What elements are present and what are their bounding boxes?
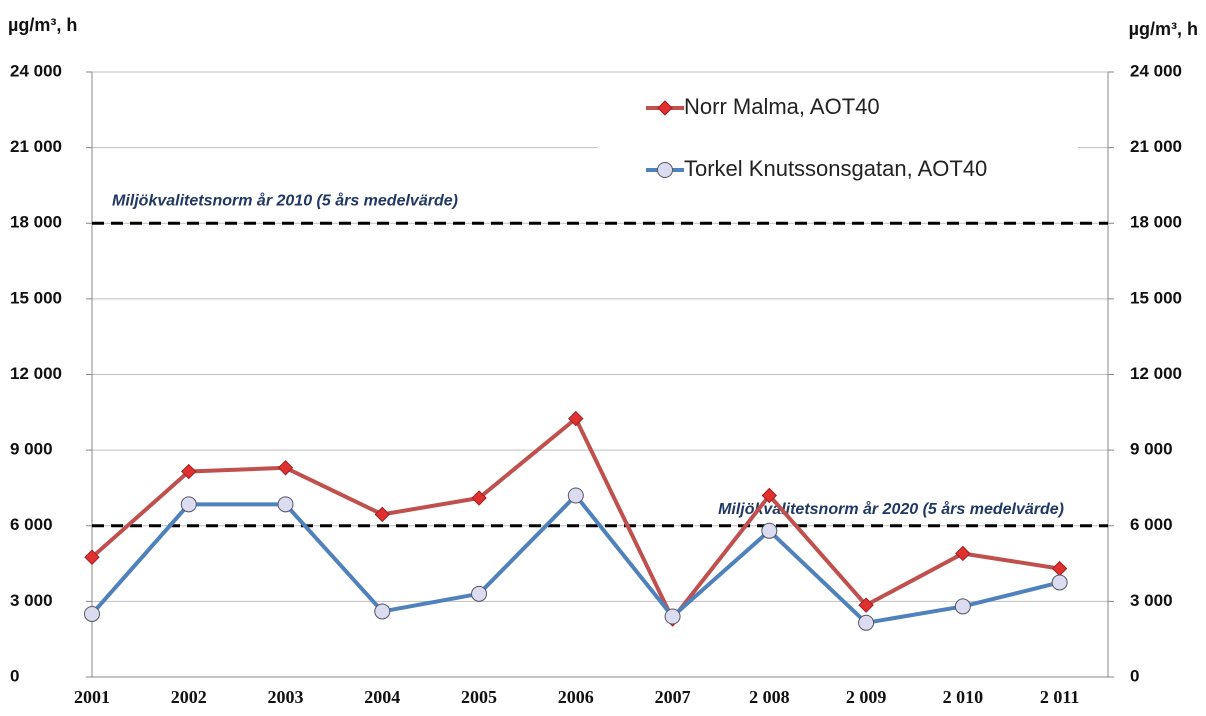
y2-tick-label: 6 000	[1130, 515, 1173, 534]
data-point	[955, 545, 971, 562]
data-point	[858, 597, 874, 613]
data-point	[374, 603, 391, 620]
y-tick-label: 9 000	[10, 440, 53, 459]
y-tick-label: 24 000	[10, 61, 62, 80]
data-point	[180, 496, 197, 513]
data-point	[277, 496, 294, 513]
y2-tick-label: 0	[1130, 666, 1139, 685]
x-tick-label: 2006	[558, 687, 594, 707]
y-tick-label: 21 000	[10, 137, 62, 156]
y-tick-label: 12 000	[10, 364, 62, 383]
reference-label: Miljökvalitetsnorm år 2010 (5 års medelv…	[112, 191, 458, 209]
x-tick-label: 2 011	[1040, 687, 1080, 707]
x-tick-label: 2005	[461, 687, 497, 707]
legend-label: Norr Malma, AOT40	[684, 94, 880, 119]
data-point	[84, 549, 100, 565]
y2-axis-label: µg/m³, h	[1129, 19, 1198, 39]
y2-tick-label: 21 000	[1130, 137, 1182, 156]
legend-background	[598, 82, 1078, 202]
y2-tick-label: 15 000	[1130, 288, 1182, 307]
y-tick-label: 6 000	[10, 515, 53, 534]
legend-marker	[657, 162, 673, 178]
series-line	[90, 416, 1060, 622]
y-tick-label: 0	[10, 666, 19, 685]
legend-label: Torkel Knutssonsgatan, AOT40	[684, 156, 987, 181]
data-point	[277, 460, 294, 476]
y2-tick-label: 24 000	[1130, 61, 1182, 80]
data-point	[567, 487, 584, 504]
x-tick-label: 2 009	[846, 687, 887, 707]
data-point	[761, 522, 778, 539]
data-point	[664, 608, 681, 625]
x-tick-label: 2003	[268, 687, 304, 707]
data-point	[181, 463, 197, 480]
data-point	[954, 598, 971, 615]
x-tick-label: 2 010	[943, 687, 984, 707]
reference-label: Miljökvalitetsnorm år 2020 (5 års medelv…	[718, 500, 1064, 518]
x-tick-label: 2004	[364, 687, 400, 707]
data-point	[858, 614, 875, 631]
y-axis-label: µg/m³, h	[8, 15, 77, 35]
y-tick-label: 18 000	[10, 213, 62, 232]
x-tick-label: 2 008	[749, 687, 790, 707]
y2-tick-label: 18 000	[1130, 213, 1182, 232]
data-point	[84, 605, 100, 622]
data-point	[761, 487, 778, 504]
y-tick-label: 15 000	[10, 288, 62, 307]
data-point	[374, 506, 390, 523]
data-point	[471, 490, 487, 506]
data-point	[471, 585, 488, 602]
data-point	[1051, 560, 1068, 577]
y2-tick-label: 12 000	[1130, 364, 1182, 383]
x-tick-label: 2007	[655, 687, 691, 707]
data-point	[1051, 574, 1068, 591]
x-tick-label: 2002	[171, 687, 207, 707]
x-tick-label: 2001	[74, 687, 110, 707]
y2-tick-label: 3 000	[1130, 591, 1173, 610]
data-point	[568, 410, 584, 427]
legend-marker	[657, 100, 673, 116]
y2-tick-label: 9 000	[1130, 440, 1173, 459]
y-tick-label: 3 000	[10, 591, 53, 610]
